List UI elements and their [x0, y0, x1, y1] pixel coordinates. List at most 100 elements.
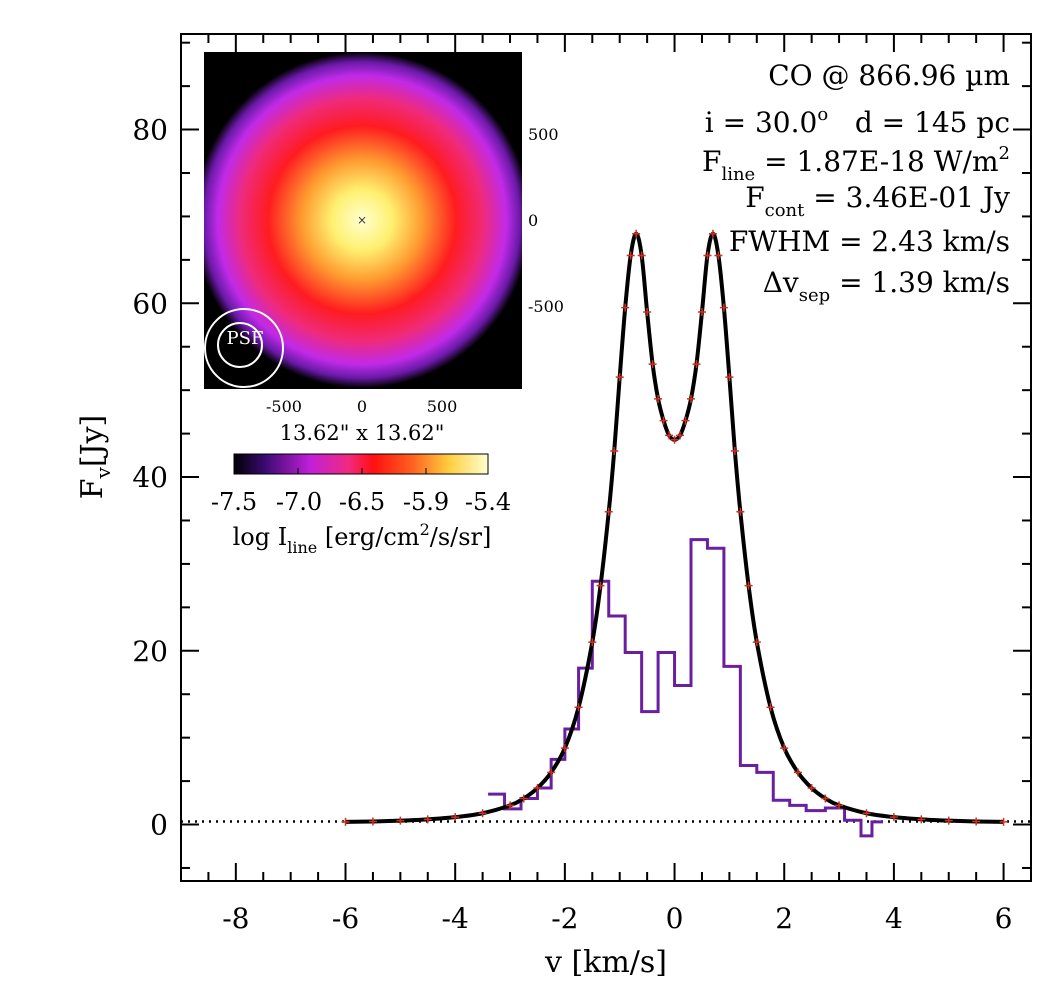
model-point [714, 251, 723, 260]
model-point [588, 638, 597, 647]
inset-y-tick-label: 500 [528, 125, 559, 144]
y-axis-ticks [181, 41, 1031, 869]
y-tick-label: 80 [132, 114, 168, 147]
colorbar-tick-label: -7.5 [211, 488, 257, 516]
model-point [835, 801, 844, 810]
x-axis-tick-labels: -8 -6 -4 -2 0 2 4 6 [222, 902, 1012, 935]
model-point [752, 638, 761, 647]
y-tick-label: 40 [132, 461, 168, 494]
colorbar-label: log Iline [erg/cm2/s/sr] [233, 520, 492, 557]
model-point [451, 813, 460, 822]
model-point [730, 446, 739, 455]
model-point [632, 229, 641, 238]
y-axis-label: Fv[Jy] [75, 415, 115, 500]
plot-frame [180, 33, 1032, 882]
y-axis-tick-labels: 0 20 40 60 80 [132, 114, 168, 842]
info-line-fwhm: FWHM = 2.43 km/s [728, 225, 1010, 258]
model-point [626, 251, 635, 260]
model-point [533, 784, 542, 793]
model-point [736, 507, 745, 516]
model-point [396, 816, 405, 825]
model-point [697, 307, 706, 316]
inset-y-tick-label: -500 [528, 297, 564, 316]
model-point [665, 431, 674, 440]
model-point [793, 768, 802, 777]
x-tick-label: -6 [332, 902, 359, 935]
info-line-dvsep: Δvsep = 1.39 km/s [762, 266, 1010, 306]
x-tick-label: 0 [666, 902, 684, 935]
model-point [670, 435, 679, 444]
inset-x-tick-label: 500 [427, 397, 458, 416]
x-tick-label: 4 [885, 902, 903, 935]
observed-histogram [488, 538, 883, 838]
model-points [341, 229, 1008, 826]
model-point [648, 360, 657, 369]
model-point [972, 817, 981, 826]
distance-text: d = 145 pc [854, 106, 1010, 139]
model-point [423, 815, 432, 824]
model-point [780, 744, 789, 753]
model-point [478, 809, 487, 818]
inset-center-marker: × [357, 213, 367, 227]
model-point [596, 581, 605, 590]
info-line-2: i = 30.0o d = 145 pc [705, 97, 1010, 141]
model-point [610, 446, 619, 455]
model-point [519, 794, 528, 803]
colorbar-tick-label: -5.4 [465, 488, 511, 516]
psf-outer-circle [204, 308, 284, 388]
info-line-fline: Fline = 1.87E-18 W/m2 [702, 143, 1010, 185]
model-point [654, 394, 663, 403]
colorbar-tick-label: -7.0 [276, 488, 322, 516]
info-line-1: CO @ 866.96 µm [768, 59, 1010, 92]
inclination-text: i = 30.0 [704, 106, 818, 139]
colorbar-tick-label: -6.5 [339, 488, 385, 516]
model-point [681, 416, 690, 425]
x-axis-ticks [180, 34, 1032, 881]
model-point [719, 303, 728, 312]
colorbar [233, 453, 489, 475]
model-point [766, 703, 775, 712]
info-line-fcont: Fcont = 3.46E-01 Jy [745, 181, 1010, 221]
x-tick-label: -8 [222, 902, 249, 935]
model-point [368, 817, 377, 826]
model-point [807, 784, 816, 793]
inset-size-label: 13.62" x 13.62" [280, 421, 445, 445]
x-tick-label: -4 [442, 902, 469, 935]
y-tick-label: 60 [132, 287, 168, 320]
model-point [917, 815, 926, 824]
colorbar-tick-label: -5.9 [403, 488, 449, 516]
model-point [506, 801, 515, 810]
model-point [676, 431, 685, 440]
y-tick-label: 0 [150, 809, 168, 842]
inset-y-tick-label: 0 [528, 211, 538, 230]
inset-x-tick-label: 0 [357, 397, 367, 416]
psf-inner-circle [217, 322, 263, 368]
model-point [692, 360, 701, 369]
model-point [821, 794, 830, 803]
model-point [944, 816, 953, 825]
model-point [604, 507, 613, 516]
degree-mark: o [817, 104, 829, 125]
x-tick-label: 6 [995, 902, 1013, 935]
colorbar-ticks [297, 468, 427, 474]
model-point [687, 394, 695, 403]
model-point [574, 703, 583, 712]
inset-x-tick-label: -500 [266, 397, 302, 416]
model-point [703, 251, 712, 260]
model-point [621, 303, 630, 312]
model-point [560, 744, 569, 753]
model-point [643, 307, 652, 316]
model-point [341, 817, 350, 826]
model-point [862, 809, 871, 818]
y-tick-label: 20 [132, 635, 168, 668]
model-point [708, 229, 717, 238]
psf-label: PSF [227, 328, 264, 349]
model-point [999, 817, 1008, 826]
model-point [725, 373, 734, 382]
x-tick-label: 2 [775, 902, 793, 935]
inset-disc-image [204, 52, 522, 388]
model-point [659, 416, 668, 425]
model-point [889, 813, 898, 822]
model-point [547, 768, 556, 777]
